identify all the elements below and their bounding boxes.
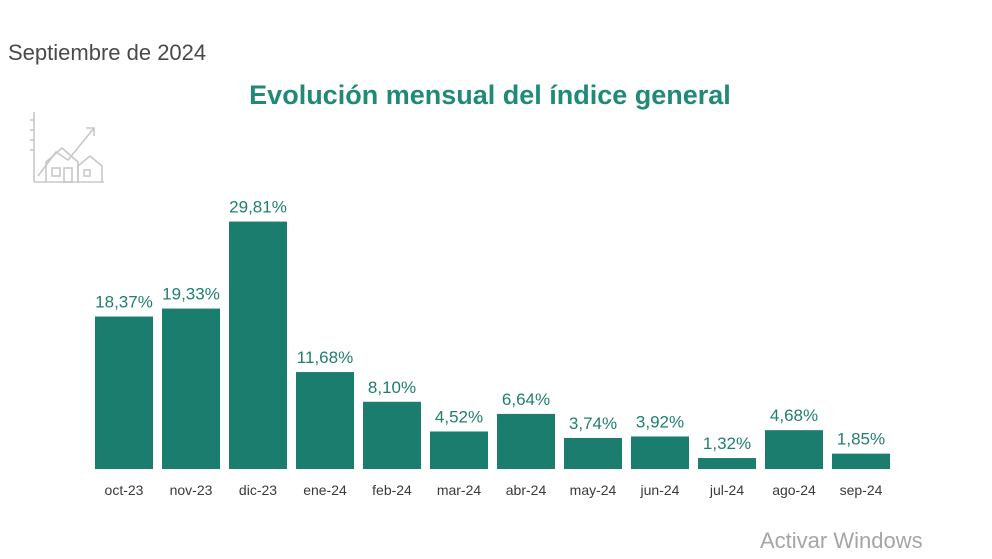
- category-label-jun-24: jun-24: [640, 482, 680, 498]
- bar-may-24: [564, 437, 622, 469]
- category-label-mar-24: mar-24: [437, 482, 482, 498]
- category-label-feb-24: feb-24: [372, 482, 412, 498]
- value-label-abr-24: 6,64%: [502, 390, 550, 409]
- category-label-sep-24: sep-24: [840, 482, 883, 498]
- windows-activation-watermark: Activar Windows: [760, 528, 923, 553]
- bar-oct-23: [95, 316, 153, 469]
- category-label-oct-23: oct-23: [105, 482, 144, 498]
- chart-title: Evolución mensual del índice general: [249, 80, 731, 110]
- bar-jul-24: [698, 458, 756, 469]
- report-date: Septiembre de 2024: [8, 40, 207, 65]
- bar-feb-24: [363, 401, 421, 469]
- category-label-ene-24: ene-24: [303, 482, 347, 498]
- value-label-jul-24: 1,32%: [703, 434, 751, 453]
- category-label-ago-24: ago-24: [772, 482, 816, 498]
- value-label-jun-24: 3,92%: [636, 412, 684, 431]
- value-label-mar-24: 4,52%: [435, 407, 483, 426]
- category-label-jul-24: jul-24: [709, 482, 744, 498]
- bar-dic-23: [229, 221, 287, 469]
- bar-jun-24: [631, 436, 689, 469]
- bar-ene-24: [296, 372, 354, 469]
- value-label-ago-24: 4,68%: [770, 406, 818, 425]
- value-label-sep-24: 1,85%: [837, 430, 885, 449]
- value-label-oct-23: 18,37%: [95, 293, 153, 312]
- value-label-nov-23: 19,33%: [162, 285, 220, 304]
- value-label-ene-24: 11,68%: [297, 348, 353, 367]
- value-label-dic-23: 29,81%: [229, 198, 287, 217]
- bar-abr-24: [497, 413, 555, 469]
- bar-mar-24: [430, 431, 488, 469]
- category-label-abr-24: abr-24: [506, 482, 547, 498]
- bar-nov-23: [162, 308, 220, 469]
- house-growth-icon: [30, 112, 104, 183]
- bar-ago-24: [765, 430, 823, 469]
- category-label-may-24: may-24: [570, 482, 617, 498]
- category-label-dic-23: dic-23: [239, 482, 277, 498]
- category-label-nov-23: nov-23: [170, 482, 213, 498]
- bar-sep-24: [832, 453, 890, 469]
- value-label-may-24: 3,74%: [569, 414, 617, 433]
- value-label-feb-24: 8,10%: [368, 378, 416, 397]
